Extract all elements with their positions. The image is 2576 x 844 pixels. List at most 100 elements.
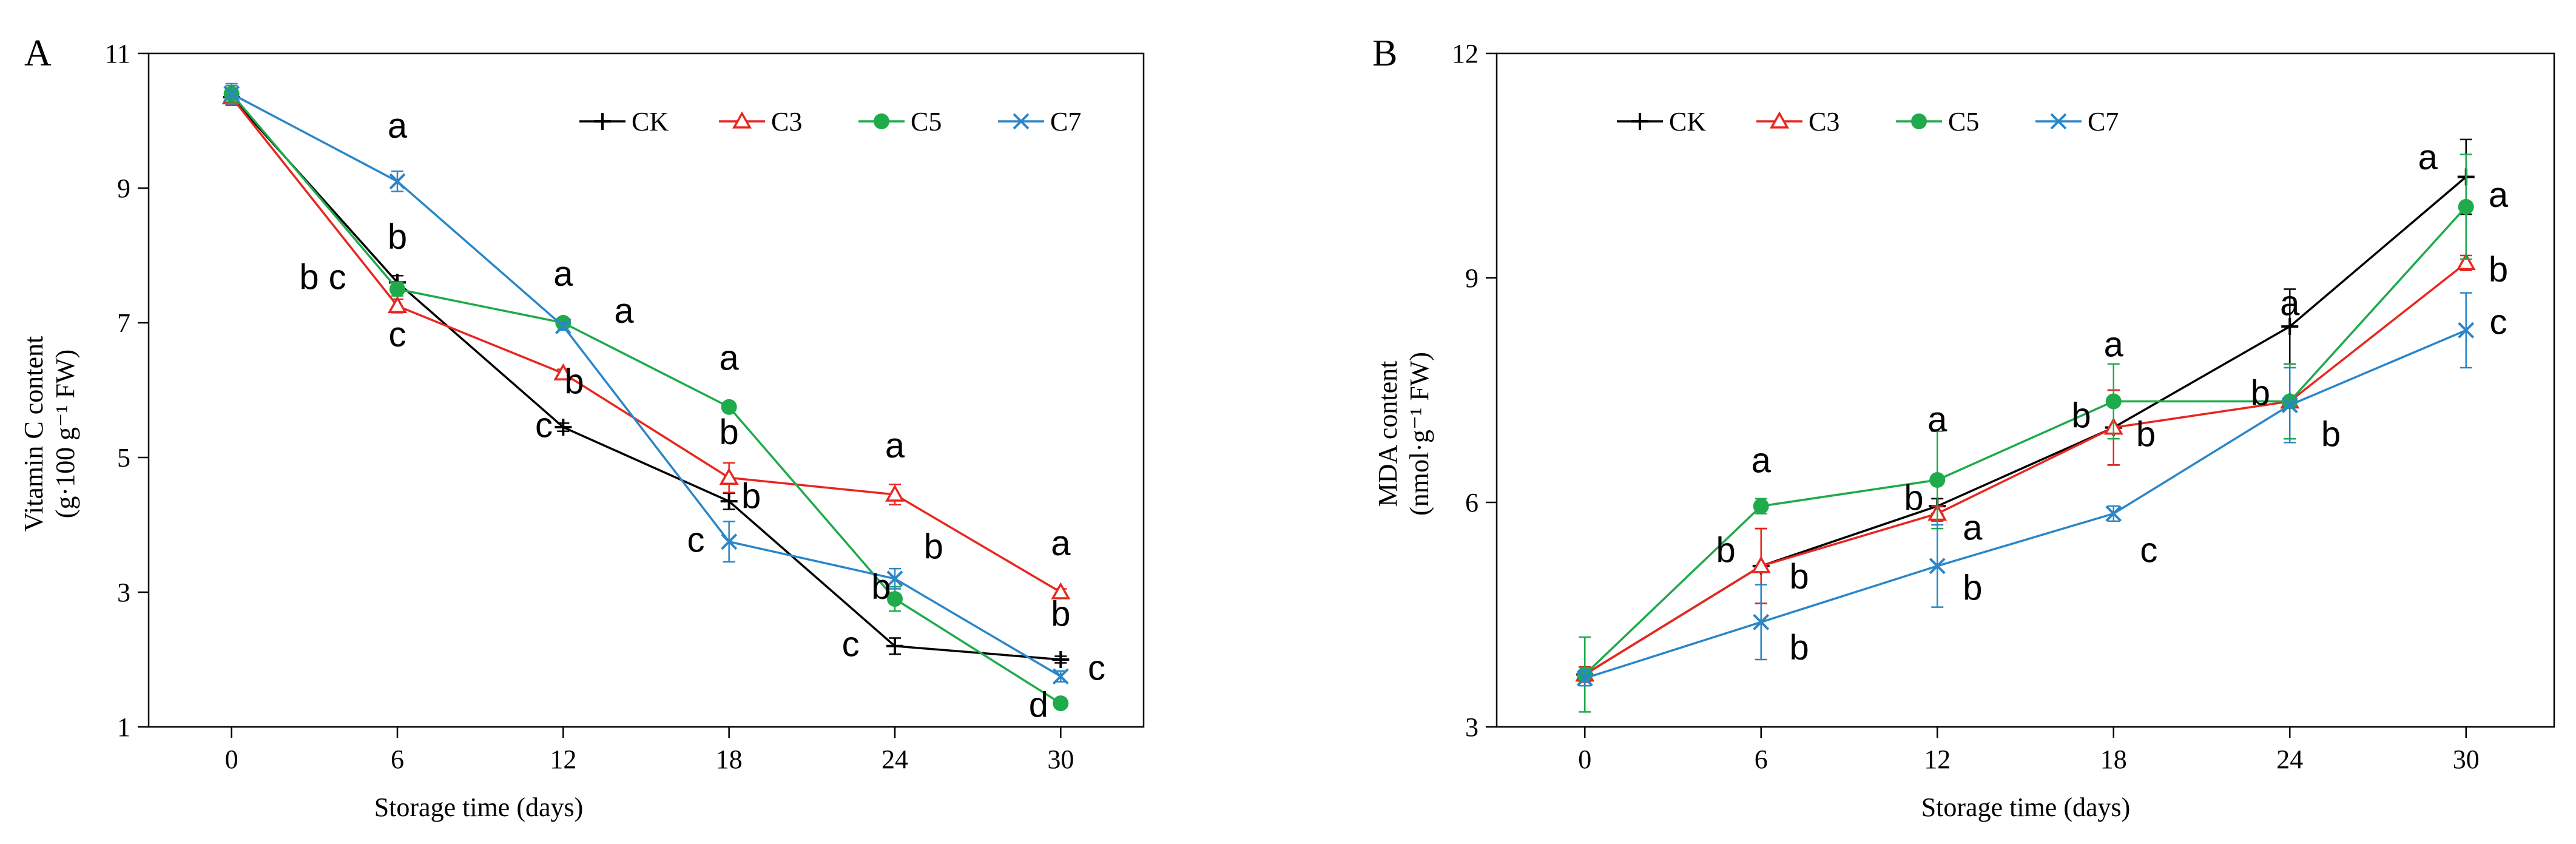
panel-b-x-tick-label: 18	[2100, 744, 2127, 774]
panel-b-x-tick-label: 0	[1578, 744, 1591, 774]
panel-b-sig-letter: b	[1716, 531, 1736, 570]
panel-a-sig-letter: d	[1029, 685, 1048, 724]
panel-a-x-tick-label: 18	[716, 744, 743, 774]
panel-b-sig-letter: b	[2136, 415, 2156, 454]
panel-b-sig-letter: a	[2418, 138, 2438, 177]
panel-letter-a: A	[24, 33, 52, 74]
panel-letter-b: B	[1372, 33, 1397, 74]
panel-a-series-c5-point	[1053, 695, 1069, 712]
panel-a-series-c5-point	[389, 281, 405, 297]
panel-a-sig-letter: b	[1051, 595, 1070, 634]
panel-b-x-axis-title: Storage time (days)	[1921, 792, 2131, 822]
panel-b-series-c5-point	[2105, 393, 2122, 410]
panel-b-series-c5-point	[1929, 472, 1946, 488]
panel-b-series	[1575, 138, 2476, 713]
panel-a-series-ck-point	[720, 493, 738, 510]
panel-b-legend-ck-marker	[1631, 113, 1648, 130]
panel-a-series-c3-point	[553, 363, 573, 380]
panel-b-legend: CK C3 C5 C7	[1617, 107, 2119, 137]
panel-b-series-c7-point	[2105, 505, 2122, 522]
panel-b-legend-c7-label: C7	[2088, 107, 2119, 137]
panel-b-series-c3-point	[1751, 556, 1771, 573]
panel-b-series-c5-line	[1584, 206, 2467, 675]
panel-a-series-c3-point	[388, 295, 407, 313]
panel-a-x-tick-label: 24	[882, 744, 908, 774]
panel-a-series-ck-line	[231, 96, 1061, 661]
panel-a-legend-c5-label: C5	[911, 107, 942, 137]
panel-a-legend-ck-marker	[594, 113, 611, 130]
panel-b-series-c7-point	[1753, 613, 1770, 630]
panel-b-legend-c7-marker	[2050, 113, 2067, 130]
panel-a-sig-letter: c	[389, 315, 406, 354]
panel-b-legend-c3-marker	[1770, 111, 1789, 129]
panel-b-y-tick-label: 3	[1465, 712, 1479, 742]
panel-a-series	[221, 83, 1071, 712]
panel-b-plot-frame	[1495, 52, 2555, 728]
panel-b-x-tick-label: 24	[2276, 744, 2303, 774]
panel-a-sig-letter: b c	[299, 258, 346, 297]
panel-a-y-axis-title-line2: (g·100 g⁻¹ FW)	[50, 349, 80, 518]
panel-a-y-tick-label: 1	[117, 712, 130, 742]
panel-b-y-tick-label: 6	[1465, 488, 1479, 518]
panel-a-axes: 0 6 12 18 24 30 1 3 5 7 9 11	[105, 39, 1145, 774]
panel-b-sig-letter: a	[2104, 325, 2124, 365]
panel-a-sig-letter: b	[741, 476, 761, 516]
panel-a-legend: CK C3 C5 C7	[579, 107, 1081, 137]
panel-a-sig-letter: a	[388, 106, 408, 146]
panel-a-sig-letter: a	[885, 426, 905, 465]
panel-a-series-ck-point	[555, 419, 572, 436]
panel-b-sig-letter: c	[2490, 303, 2507, 342]
panel-b-legend-c5-marker	[1911, 113, 1927, 129]
panel-a-series-c7-point	[223, 86, 240, 103]
panel-b-series-c3-point	[2456, 252, 2476, 271]
panel-b-sig-letter: b	[2071, 396, 2091, 436]
panel-b-series-c7-line	[1584, 329, 2467, 680]
panel-a-sig-letter: c	[842, 624, 860, 664]
panel-b-sig-letter: a	[2489, 175, 2509, 215]
panel-b-sig-letter: a	[1927, 400, 1947, 439]
panel-b-sig-letter: b	[1963, 568, 1982, 607]
panel-a-sig-letter: b	[871, 567, 891, 607]
panel-a-x-tick-label: 12	[550, 744, 576, 774]
panel-b-series-c7-point	[2458, 322, 2475, 339]
panel-a-sig-letter: c	[535, 406, 553, 445]
panel-a-y-tick-label: 11	[105, 39, 130, 69]
panel-b-sig-letter: b	[2489, 250, 2508, 289]
panel-a-sig-letter: a	[720, 339, 740, 378]
panel-b-sig-letter: b	[2251, 374, 2270, 413]
panel-a-sig-letter: c	[1088, 648, 1105, 687]
panel-a-series-c5-point	[887, 591, 903, 607]
panel-b-legend-c5-label: C5	[1948, 107, 1979, 137]
panel-b-y-tick-label: 9	[1465, 263, 1479, 293]
panel-a-legend-c3-label: C3	[771, 107, 802, 137]
panel-a-series-c3-point	[885, 484, 905, 502]
panel-b-x-tick-label: 6	[1755, 744, 1768, 774]
panel-b-sig-letter: a	[1963, 508, 1983, 548]
panel-a-x-tick-label: 0	[225, 744, 238, 774]
panel-b-x-tick-label: 12	[1924, 744, 1951, 774]
panel-a-x-tick-label: 30	[1047, 744, 1074, 774]
panel-a-sig-letter: a	[1051, 524, 1071, 563]
panel-b-sig-letter: c	[2140, 531, 2157, 570]
panel-b-x-tick-label: 30	[2453, 744, 2480, 774]
panel-a-sig-letter: a	[553, 254, 573, 294]
panel-a-series-c7-point	[555, 318, 572, 334]
panel-a-sig-letter: b	[564, 362, 584, 402]
panel-a-y-tick-label: 7	[117, 308, 130, 338]
panel-a-legend-c3-marker	[732, 111, 752, 129]
panel-a-legend-c7-label: C7	[1050, 107, 1081, 137]
panel-b-series-c7-point	[1929, 558, 1946, 575]
panel-a-series-c5-line	[231, 93, 1062, 704]
panel-a-series-c7-point	[1052, 668, 1069, 685]
panel-a-legend-c7-marker	[1013, 113, 1030, 130]
panel-a-legend-ck-label: CK	[632, 107, 669, 137]
panel-a-sig-letter: b	[924, 527, 943, 567]
panel-a-legend-c5-marker	[874, 113, 889, 129]
panel-a-series-ck-point	[886, 637, 903, 655]
